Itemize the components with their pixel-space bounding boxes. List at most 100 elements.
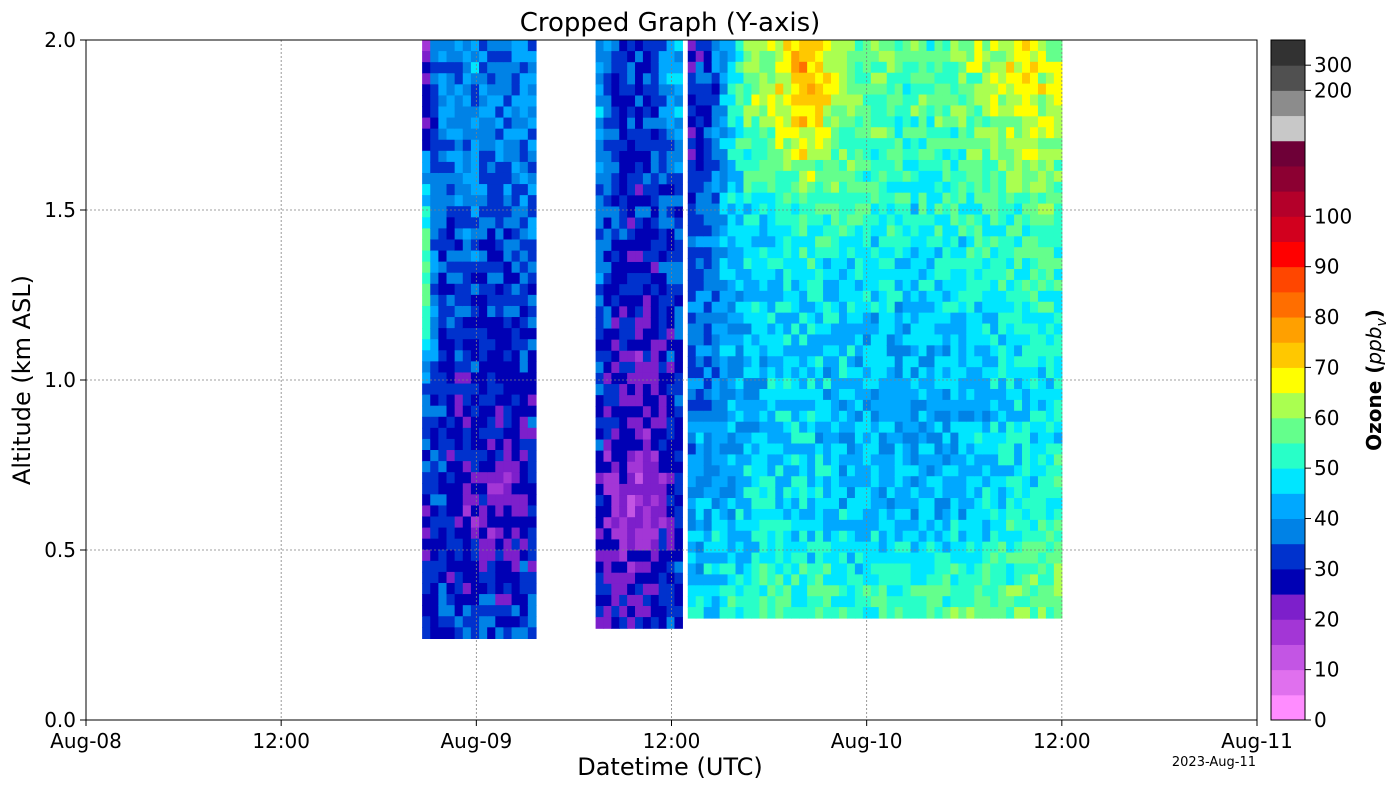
heatmap-cell	[942, 192, 952, 205]
heatmap-cell	[894, 159, 904, 172]
heatmap-cell	[743, 279, 753, 292]
heatmap-cell	[1030, 399, 1039, 412]
heatmap-cell	[719, 367, 729, 379]
heatmap-cell	[886, 410, 896, 423]
heatmap-cell	[958, 508, 967, 521]
heatmap-cell	[878, 323, 888, 336]
heatmap-cell	[635, 228, 644, 241]
heatmap-cell	[454, 250, 464, 263]
heatmap-cell	[799, 149, 808, 161]
heatmap-cell	[674, 372, 683, 385]
heatmap-cell	[687, 487, 697, 499]
heatmap-cell	[487, 605, 496, 617]
heatmap-cell	[982, 388, 991, 401]
heatmap-cell	[470, 272, 480, 285]
heatmap-cell	[783, 290, 792, 303]
heatmap-cell	[511, 483, 521, 495]
heatmap-cell	[886, 519, 896, 532]
heatmap-cell	[886, 312, 896, 325]
heatmap-cell	[495, 217, 505, 229]
heatmap-cell	[751, 345, 760, 357]
heatmap-cell	[846, 40, 856, 52]
heatmap-cell	[430, 472, 439, 484]
heatmap-cell	[642, 273, 652, 285]
heatmap-cell	[998, 607, 1007, 619]
heatmap-cell	[910, 94, 920, 107]
heatmap-cell	[719, 290, 729, 303]
heatmap-cell	[719, 378, 729, 390]
heatmap-cell	[687, 454, 697, 466]
heatmap-cell	[619, 217, 628, 230]
heatmap-cell	[878, 487, 888, 499]
heatmap-cell	[878, 378, 888, 390]
heatmap-cell	[619, 128, 628, 141]
heatmap-cell	[791, 301, 800, 314]
heatmap-cell	[719, 356, 729, 368]
heatmap-cell	[527, 206, 537, 218]
heatmap-cell	[454, 73, 464, 85]
heatmap-cell	[894, 301, 904, 314]
heatmap-cell	[934, 301, 944, 314]
heatmap-cell	[658, 506, 668, 518]
heatmap-cell	[775, 334, 784, 346]
heatmap-cell	[846, 312, 856, 325]
heatmap-cell	[823, 378, 832, 390]
heatmap-cell	[831, 279, 840, 292]
heatmap-cell	[635, 195, 644, 208]
heatmap-cell	[854, 607, 864, 619]
heatmap-cell	[695, 247, 705, 259]
heatmap-cell	[619, 417, 628, 430]
heatmap-cell	[446, 84, 456, 97]
heatmap-cell	[1045, 247, 1055, 259]
heatmap-cell	[470, 627, 480, 639]
heatmap-cell	[519, 438, 529, 451]
heatmap-cell	[595, 84, 605, 97]
heatmap-cell	[674, 395, 683, 407]
heatmap-cell	[422, 106, 431, 119]
heatmap-cell	[495, 483, 505, 495]
heatmap-cell	[990, 596, 999, 608]
heatmap-cell	[878, 541, 888, 554]
heatmap-cell	[878, 552, 888, 565]
heatmap-cell	[711, 432, 721, 445]
heatmap-cell	[974, 508, 983, 521]
heatmap-cell	[650, 361, 660, 374]
heatmap-cell	[886, 465, 896, 477]
heatmap-cell	[886, 159, 896, 172]
heatmap-cell	[527, 483, 537, 495]
heatmap-cell	[462, 250, 472, 263]
heatmap-cell	[823, 127, 832, 139]
heatmap-cell	[918, 563, 928, 575]
heatmap-cell	[695, 498, 705, 510]
heatmap-cell	[503, 195, 513, 207]
heatmap-cell	[894, 465, 904, 477]
heatmap-cell	[902, 530, 912, 543]
heatmap-cell	[743, 301, 753, 314]
heatmap-cell	[942, 563, 952, 575]
heatmap-cell	[666, 439, 676, 452]
heatmap-cell	[1030, 181, 1039, 194]
heatmap-cell	[886, 607, 896, 619]
heatmap-cell	[1014, 367, 1023, 379]
heatmap-cell	[1022, 181, 1031, 194]
heatmap-cell	[807, 356, 816, 368]
heatmap-cell	[687, 214, 697, 226]
heatmap-cell	[815, 487, 824, 499]
heatmap-cell	[894, 149, 904, 161]
heatmap-cell	[430, 206, 439, 218]
heatmap-cell	[950, 530, 959, 543]
heatmap-cell	[727, 247, 737, 259]
heatmap-cell	[422, 582, 431, 595]
heatmap-cell	[487, 139, 496, 152]
heatmap-cell	[831, 367, 840, 379]
heatmap-cell	[799, 388, 808, 401]
heatmap-cell	[990, 301, 999, 314]
heatmap-cell	[894, 541, 904, 554]
heatmap-cell	[823, 50, 832, 63]
heatmap-cell	[1045, 432, 1055, 445]
heatmap-cell	[422, 272, 431, 285]
heatmap-cell	[854, 170, 864, 183]
heatmap-cell	[767, 519, 776, 532]
heatmap-cell	[966, 334, 975, 346]
heatmap-cell	[1006, 530, 1015, 543]
